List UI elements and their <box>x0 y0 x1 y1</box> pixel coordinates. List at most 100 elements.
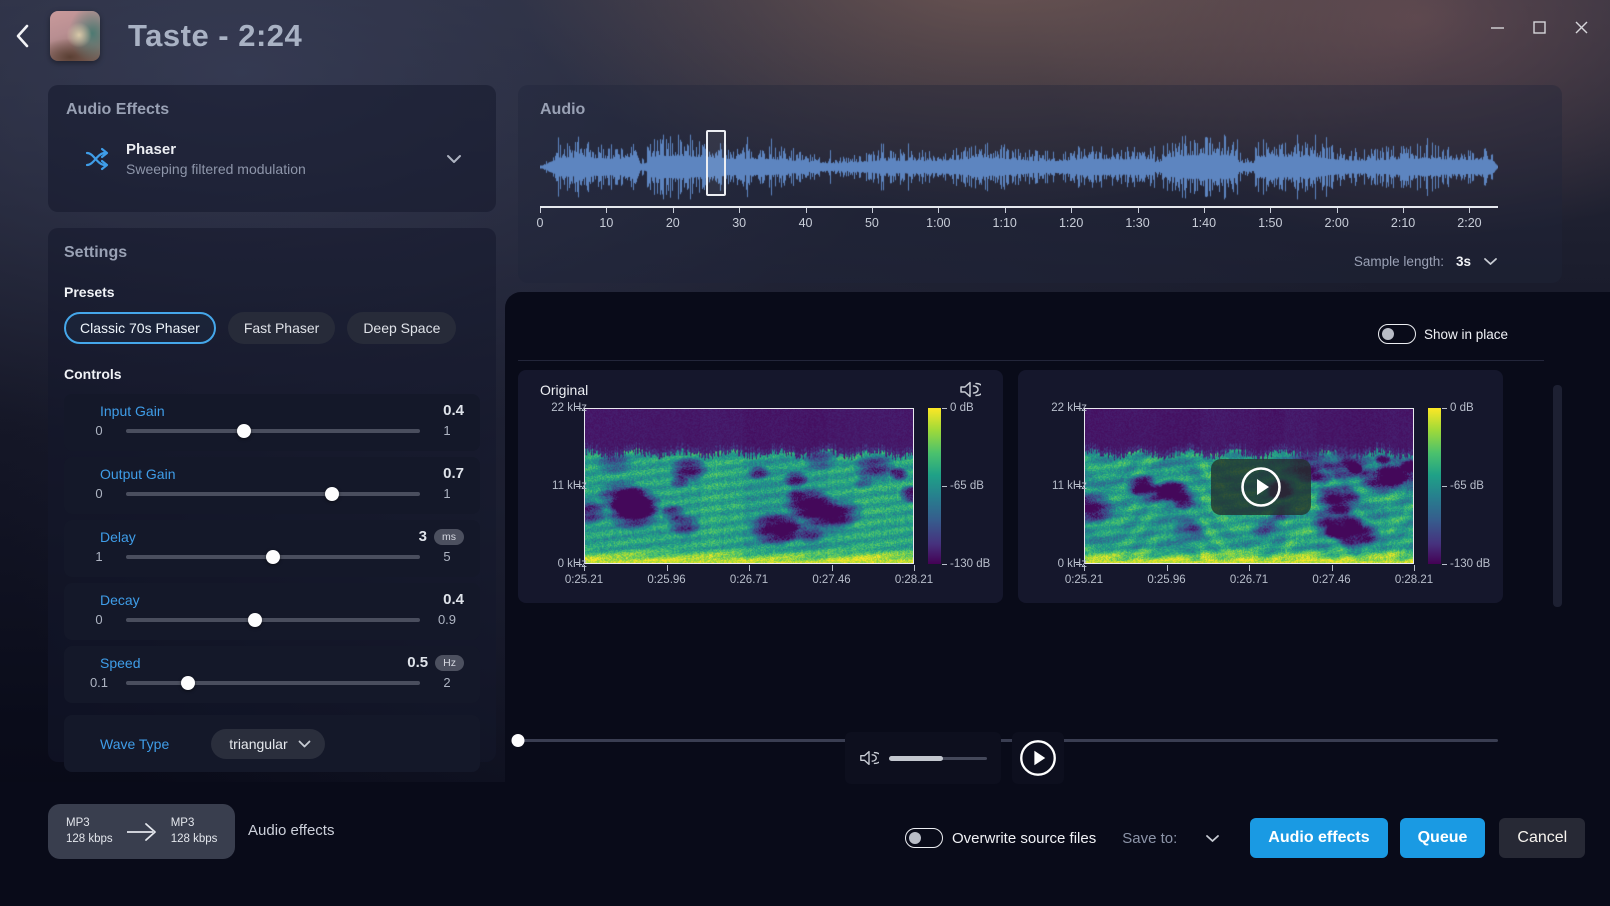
axis-tick-label: 30 <box>732 216 747 230</box>
spec-time-tick <box>1414 565 1415 571</box>
progress-thumb[interactable] <box>511 734 525 747</box>
spec-time-label: 0:25.96 <box>647 574 686 586</box>
spec-time-tick <box>831 565 833 571</box>
freq-tick-label: 11 kHz <box>1052 480 1087 492</box>
presets-label: Presets <box>64 284 115 300</box>
minimize-button[interactable] <box>1482 12 1512 42</box>
db-tick-label: -130 dB <box>1450 558 1491 570</box>
preset-classic-70s-phaser[interactable]: Classic 70s Phaser <box>64 312 216 344</box>
slider-track[interactable] <box>126 675 420 690</box>
effect-description: Sweeping filtered modulation <box>126 161 306 177</box>
audio-waveform-card: Audio 0 10 20 30 40 50 1:00 1:10 1:20 1:30 1:40 1:5… <box>518 85 1562 283</box>
freq-tick <box>1076 486 1082 487</box>
queue-button[interactable]: Queue <box>1399 818 1486 858</box>
spec-time-label: 0:25.21 <box>1064 574 1104 586</box>
wave-type-label: Wave Type <box>100 735 170 752</box>
sample-selection-box[interactable] <box>706 130 727 196</box>
axis-tick-label: 1:40 <box>1191 216 1217 230</box>
overwrite-source-toggle[interactable] <box>905 828 943 848</box>
slider-track[interactable] <box>126 549 420 564</box>
speaker-icon[interactable] <box>959 380 981 399</box>
axis-tick-label: 2:00 <box>1324 216 1349 230</box>
spec-time-tick <box>1084 565 1085 571</box>
track-title: Taste - 2:24 <box>128 18 303 53</box>
spec-time-label: 0:25.21 <box>564 574 604 586</box>
spec-time-tick <box>1331 565 1333 571</box>
slider-unit-badge: ms <box>434 528 464 545</box>
effect-selector[interactable]: Phaser Sweeping filtered modulation <box>66 141 478 177</box>
spec-time-tick <box>584 565 585 571</box>
slider-thumb[interactable] <box>180 675 195 690</box>
source-bitrate: 128 kbps <box>66 832 113 845</box>
preview-play-button[interactable] <box>1210 458 1311 515</box>
db-tick-label: -130 dB <box>950 558 991 570</box>
album-art-thumbnail <box>50 11 100 61</box>
play-icon <box>1020 740 1056 776</box>
spec-time-tick <box>914 565 915 571</box>
preset-chips: Classic 70s Phaser Fast Phaser Deep Spac… <box>64 312 480 344</box>
db-tick <box>942 486 947 487</box>
axis-tick-label: 0 <box>536 216 544 230</box>
axis-tick-label: 1:30 <box>1125 216 1150 230</box>
close-icon <box>1575 21 1587 33</box>
db-tick-label: 0 dB <box>950 402 974 414</box>
audio-effects-card: Audio Effects Phaser Sweeping filtered m… <box>48 85 496 212</box>
slider-max: 5 <box>443 549 451 564</box>
freq-tick-label: 22 kHz <box>551 402 587 414</box>
maximize-button[interactable] <box>1524 12 1554 42</box>
slider-thumb[interactable] <box>266 549 280 564</box>
axis-tick <box>606 208 608 213</box>
back-button[interactable] <box>0 13 46 59</box>
axis-tick-label: 2:20 <box>1457 216 1482 230</box>
scrollbar-thumb[interactable] <box>1553 385 1562 607</box>
axis-tick-label: 1:20 <box>1058 216 1084 230</box>
playback-progress-slider[interactable] <box>511 733 1498 747</box>
slider-thumb[interactable] <box>236 423 251 438</box>
spec-time-label: 0:28.21 <box>1394 574 1434 586</box>
slider-thumb[interactable] <box>248 612 263 627</box>
arrow-right-icon <box>126 822 156 841</box>
slider-label: Decay <box>100 591 140 608</box>
volume-slider[interactable] <box>889 755 987 761</box>
axis-tick <box>540 208 541 213</box>
axis-tick-label: 10 <box>599 216 614 230</box>
axis-tick <box>1403 208 1405 213</box>
slider-min: 1 <box>95 549 103 564</box>
volume-icon[interactable] <box>859 749 879 767</box>
freq-tick-label: 0 kHz <box>1057 558 1087 570</box>
slider-value: 0.4 <box>443 402 464 419</box>
chevron-down-icon[interactable] <box>1205 834 1220 843</box>
freq-tick-label: 0 kHz <box>557 558 587 570</box>
close-button[interactable] <box>1566 12 1596 42</box>
axis-tick <box>1137 208 1139 213</box>
show-in-place-label: Show in place <box>1424 326 1509 342</box>
waveform[interactable] <box>540 133 1498 201</box>
colorbar <box>1428 408 1441 564</box>
chevron-down-icon[interactable] <box>1483 257 1498 266</box>
cancel-button[interactable]: Cancel <box>1499 818 1586 858</box>
db-tick-label: 0 dB <box>1450 402 1474 414</box>
spec-time-tick <box>749 565 750 571</box>
slider-max: 2 <box>443 675 451 690</box>
window-controls <box>1482 12 1596 42</box>
progress-track[interactable] <box>518 739 1498 742</box>
slider-row-delay: Delay 3 ms 1 5 <box>64 520 480 577</box>
play-button[interactable] <box>1012 732 1064 784</box>
chevron-down-icon <box>298 740 311 747</box>
slider-row-input-gain: Input Gain 0.4 0 1 <box>64 394 480 451</box>
slider-track[interactable] <box>126 612 420 627</box>
slider-row-speed: Speed 0.5 Hz 0.1 2 <box>64 646 480 703</box>
audio-effects-button[interactable]: Audio effects <box>1250 818 1388 858</box>
preset-fast-phaser[interactable]: Fast Phaser <box>227 312 336 344</box>
freq-tick-label: 22 kHz <box>1051 402 1087 414</box>
slider-track[interactable] <box>126 486 420 501</box>
show-in-place-toggle[interactable] <box>1378 324 1416 344</box>
slider-label: Delay <box>100 528 136 545</box>
slider-thumb[interactable] <box>324 486 339 501</box>
slider-track[interactable] <box>126 423 420 438</box>
wave-type-select[interactable]: triangular <box>211 728 325 759</box>
wave-type-value: triangular <box>229 735 288 752</box>
db-tick <box>942 564 947 565</box>
preset-deep-space[interactable]: Deep Space <box>347 312 457 344</box>
axis-tick-label: 20 <box>665 216 680 230</box>
